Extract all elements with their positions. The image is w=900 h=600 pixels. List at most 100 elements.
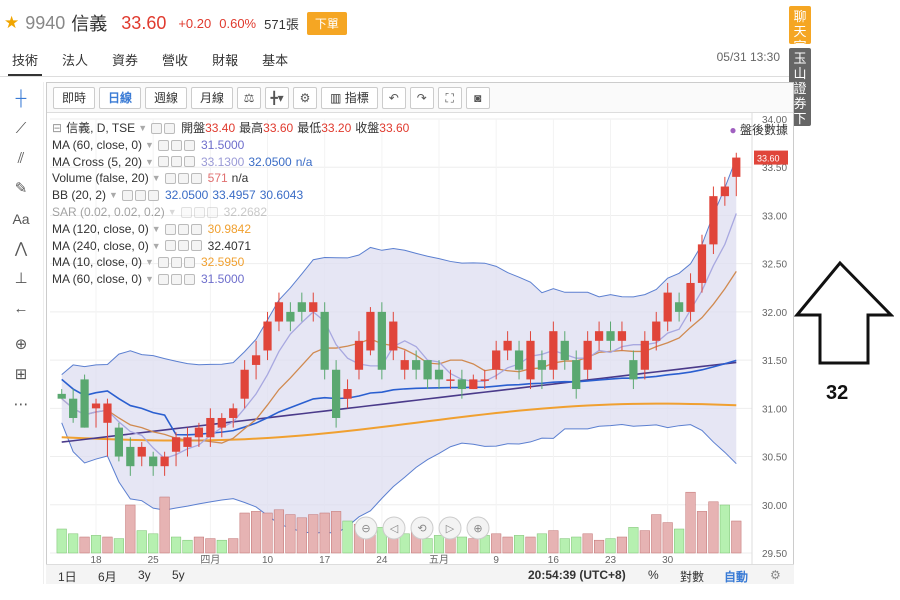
legend-indicator-row[interactable]: MA (120, close, 0) ▼ 30.9842 [52, 221, 409, 238]
indicator-control-icon[interactable] [157, 274, 169, 286]
indicator-control-icon[interactable] [183, 257, 195, 269]
indicator-control-icon[interactable] [190, 173, 202, 185]
scale-settings-icon[interactable]: ⚙ [770, 568, 781, 582]
favorite-star-icon[interactable]: ★ [4, 13, 20, 32]
legend-indicator-row[interactable]: SAR (0.02, 0.02, 0.2) ▼ 32.2682 [52, 204, 409, 221]
settings-icon[interactable] [164, 122, 176, 134]
chevron-down-icon[interactable]: ▼ [151, 223, 161, 234]
legend-indicator-row[interactable]: MA (240, close, 0) ▼ 32.4071 [52, 238, 409, 255]
interval-intraday-button[interactable]: 即時 [53, 86, 96, 109]
chart-nav-button[interactable] [466, 516, 490, 540]
brush-icon[interactable]: ✎ [14, 180, 28, 197]
indicator-control-icon[interactable] [183, 156, 195, 168]
order-button[interactable]: 下單 [306, 11, 347, 35]
settings-gear-icon[interactable]: ⚙ [293, 86, 318, 109]
y-tick-label: 31.50 [762, 356, 787, 367]
zoom-icon[interactable]: ⊕ [14, 336, 28, 353]
indicator-control-icon[interactable] [170, 257, 182, 269]
chevron-down-icon[interactable]: ▼ [167, 206, 177, 217]
range-1d-button[interactable]: 1日 [58, 570, 77, 584]
tab-revenue[interactable]: 營收 [162, 53, 189, 68]
chevron-down-icon[interactable]: ▼ [145, 274, 154, 285]
fullscreen-icon[interactable]: ⛶ [437, 86, 462, 109]
auto-scale-toggle[interactable]: 自動 [724, 570, 749, 584]
candle-body [114, 427, 123, 457]
indicator-control-icon[interactable] [170, 156, 182, 168]
chevron-down-icon[interactable]: ▼ [138, 123, 148, 133]
legend-indicator-row[interactable]: MA Cross (5, 20) ▼ 33.1300 32.0500 n/a [52, 154, 409, 171]
eye-icon[interactable] [151, 122, 163, 134]
legend-indicator-row[interactable]: BB (20, 2) ▼ 32.0500 33.4957 30.6043 [52, 187, 409, 204]
indicator-control-icon[interactable] [206, 206, 218, 218]
indicator-control-icon[interactable] [164, 240, 176, 252]
indicator-control-icon[interactable] [134, 190, 146, 202]
indicator-control-icon[interactable] [190, 223, 202, 235]
indicator-control-icon[interactable] [177, 173, 189, 185]
legend-indicator-row[interactable]: MA (10, close, 0) ▼ 32.5950 [52, 254, 409, 271]
range-3y-button[interactable]: 3y [138, 568, 151, 582]
legend-indicator-row[interactable]: Volume (false, 20) ▼ 571 n/a [52, 170, 409, 187]
percent-scale-toggle[interactable]: % [648, 568, 659, 582]
indicator-control-icon[interactable] [183, 274, 195, 286]
indicator-control-icon[interactable] [147, 190, 159, 202]
chevron-down-icon[interactable]: ▼ [151, 240, 161, 251]
undo-icon[interactable]: ↶ [381, 86, 406, 109]
interval-weekly-button[interactable]: 週線 [145, 86, 188, 109]
tab-margin[interactable]: 資券 [112, 53, 139, 68]
more-icon[interactable]: ⋯ [13, 396, 29, 413]
indicator-value: 31.5000 [200, 137, 245, 152]
indicator-control-icon[interactable] [121, 190, 133, 202]
camera-icon[interactable]: ◙ [465, 86, 490, 109]
indicator-control-icon[interactable] [157, 139, 169, 151]
compare-scale-icon[interactable]: ⚖ [237, 86, 262, 109]
tab-technical[interactable]: 技術 [0, 46, 50, 76]
crosshair-icon[interactable]: ┼ [15, 90, 27, 107]
range-6m-button[interactable]: 6月 [98, 570, 117, 584]
chart-nav-button[interactable] [438, 516, 462, 540]
interval-daily-button[interactable]: 日線 [99, 86, 142, 109]
chevron-down-icon[interactable]: ▼ [145, 139, 154, 150]
measure-icon[interactable]: ⊥ [14, 270, 28, 287]
text-tool-icon[interactable]: Aa [12, 211, 30, 227]
trendline-icon[interactable]: ⟋ [15, 120, 27, 137]
pattern-icon[interactable]: ⋀ [14, 240, 28, 257]
log-scale-toggle[interactable]: 對數 [680, 570, 705, 584]
esun-order-button[interactable]: 玉山證券下單 [789, 48, 811, 141]
redo-icon[interactable]: ↷ [409, 86, 434, 109]
chart-nav-button[interactable] [410, 516, 434, 540]
indicator-control-icon[interactable] [157, 156, 169, 168]
legend-indicator-row[interactable]: MA (60, close, 0) ▼ 31.5000 [52, 271, 409, 288]
indicator-control-icon[interactable] [177, 223, 189, 235]
chevron-down-icon[interactable]: ▼ [145, 156, 154, 167]
candle-style-icon[interactable]: ╋▾ [265, 86, 290, 109]
indicator-control-icon[interactable] [177, 240, 189, 252]
indicator-control-icon[interactable] [164, 223, 176, 235]
chevron-down-icon[interactable]: ▼ [151, 173, 161, 184]
indicator-control-icon[interactable] [190, 240, 202, 252]
range-5y-button[interactable]: 5y [172, 568, 185, 582]
tab-financials[interactable]: 財報 [212, 53, 239, 68]
indicators-button[interactable]: ▥ 指標 [321, 86, 378, 109]
ruler-icon[interactable]: ⊞ [14, 366, 28, 383]
indicator-control-icon[interactable] [157, 257, 169, 269]
chevron-down-icon[interactable]: ▼ [145, 257, 154, 268]
after-hours-label[interactable]: ● 盤後數據 [729, 121, 788, 138]
legend-indicator-row[interactable]: MA (60, close, 0) ▼ 31.5000 [52, 137, 409, 154]
tab-basics[interactable]: 基本 [262, 53, 289, 68]
arrow-left-icon[interactable]: ← [13, 300, 29, 317]
indicator-control-icon[interactable] [180, 206, 192, 218]
indicator-control-icon[interactable] [164, 173, 176, 185]
interval-monthly-button[interactable]: 月線 [191, 86, 234, 109]
chart-nav-button[interactable] [382, 516, 406, 540]
tab-institutional[interactable]: 法人 [62, 53, 89, 68]
chart-nav-button[interactable] [354, 516, 378, 540]
chat-room-button[interactable]: 聊天室 [789, 6, 811, 54]
fib-icon[interactable]: ⫽ [17, 150, 25, 167]
collapse-icon[interactable]: ⊟ [52, 121, 63, 135]
indicator-control-icon[interactable] [170, 139, 182, 151]
chevron-down-icon[interactable]: ▼ [109, 190, 118, 201]
indicator-control-icon[interactable] [170, 274, 182, 286]
indicator-control-icon[interactable] [183, 139, 195, 151]
volume-bar [262, 512, 273, 554]
indicator-control-icon[interactable] [193, 206, 205, 218]
